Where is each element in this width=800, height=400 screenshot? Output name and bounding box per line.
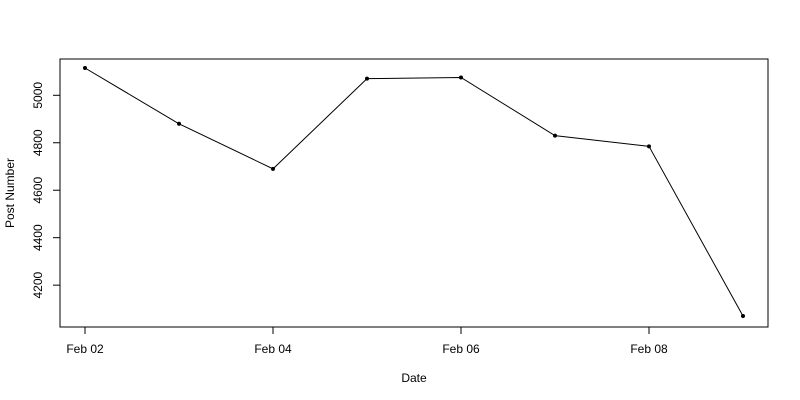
y-tick-label: 4200 <box>31 271 45 298</box>
data-point <box>271 166 275 171</box>
data-point <box>365 76 369 81</box>
x-tick-label: Feb 04 <box>254 342 292 356</box>
x-tick-label: Feb 08 <box>630 342 668 356</box>
data-point <box>177 121 181 126</box>
y-tick-label: 5000 <box>31 82 45 109</box>
x-axis-label: Date <box>401 371 427 385</box>
data-point <box>553 133 557 138</box>
series-group <box>83 66 745 318</box>
x-tick-label: Feb 02 <box>66 342 104 356</box>
x-axis: Feb 02 Feb 04 Feb 06 Feb 08 <box>66 326 668 356</box>
data-point <box>647 144 651 149</box>
y-axis-label: Post Number <box>3 158 17 228</box>
y-tick-label: 4400 <box>31 224 45 251</box>
y-tick-label: 4600 <box>31 177 45 204</box>
data-point <box>83 66 87 70</box>
data-point <box>741 314 745 318</box>
y-axis: 4200 4400 4600 4800 5000 <box>31 82 61 298</box>
x-tick-label: Feb 06 <box>442 342 480 356</box>
plot-frame <box>59 58 769 328</box>
data-point <box>459 75 463 80</box>
series-line <box>84 67 744 317</box>
y-tick-label: 4800 <box>31 129 45 156</box>
